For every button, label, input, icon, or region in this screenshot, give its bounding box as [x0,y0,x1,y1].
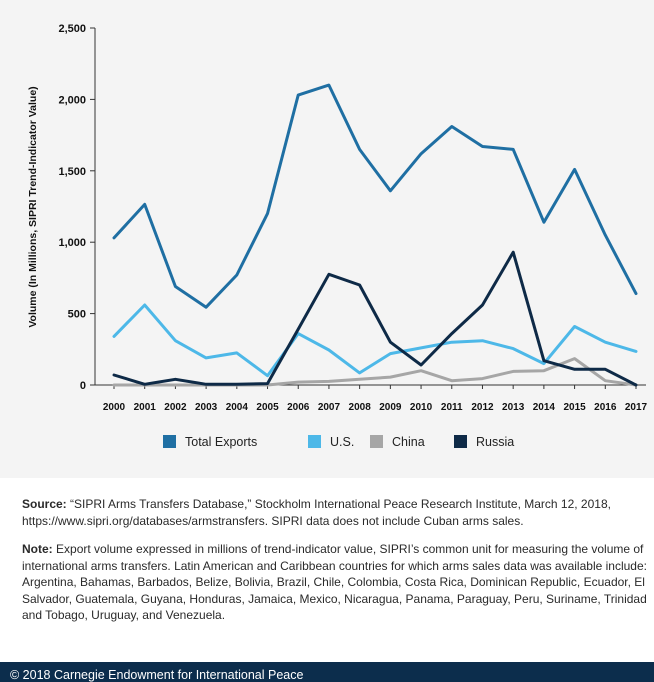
legend-label-u-s: U.S. [330,435,354,449]
legend-swatch-u-s [308,435,321,448]
y-axis-label: Volume (In Millions, SIPRI Trend-Indicat… [27,86,39,327]
x-tick-label: 2007 [318,402,341,413]
note-label: Note: [22,542,53,556]
x-tick-label: 2010 [410,402,433,413]
x-tick-label: 2005 [256,402,279,413]
legend-swatch-russia [454,435,467,448]
legend-label-china: China [392,435,425,449]
chart-area: 0 500 1,000 1,500 2,000 2,500 2000 2001 2002 2003… [0,0,654,478]
y-tick-label: 500 [68,309,86,321]
line-chart: 0 500 1,000 1,500 2,000 2,500 2000 2001 2002 2003… [27,23,648,449]
legend: Total Exports U.S. China Russia [163,435,514,449]
legend-label-russia: Russia [476,435,514,449]
source-label: Source: [22,497,67,511]
x-tick-label: 2003 [195,402,218,413]
legend-swatch-total-exports [163,435,176,448]
footer: © 2018 Carnegie Endowment for Internatio… [0,662,654,682]
x-tick-label: 2004 [226,402,249,413]
copyright-text: © 2018 Carnegie Endowment for Internatio… [10,668,304,682]
x-tick-label: 2016 [594,402,617,413]
source-text: “SIPRI Arms Transfers Database,” Stockho… [22,497,611,528]
x-tick-label: 2014 [533,402,556,413]
legend-swatch-china [370,435,383,448]
y-tick-label: 1,000 [58,237,86,249]
y-tick-label: 2,000 [58,94,86,106]
note-paragraph: Note: Export volume expressed in million… [22,541,652,624]
y-tick-label: 0 [80,380,86,392]
notes: Source: “SIPRI Arms Transfers Database,”… [22,496,652,636]
x-tick-label: 2002 [164,402,187,413]
y-tick-label: 1,500 [58,166,86,178]
x-tick-label: 2000 [103,402,126,413]
x-tick-label: 2011 [441,402,463,413]
source-note: Source: “SIPRI Arms Transfers Database,”… [22,496,652,529]
x-tick-label: 2001 [134,402,157,413]
series-line-u-s [112,303,638,378]
x-tick-label: 2017 [625,402,648,413]
series-line-russia [112,250,638,387]
x-tick-label: 2009 [379,402,402,413]
axes: 0 500 1,000 1,500 2,000 2,500 2000 2001 2002 2003… [58,23,647,413]
x-tick-label: 2015 [563,402,586,413]
x-tick-label: 2012 [471,402,494,413]
x-tick-label: 2013 [502,402,525,413]
series-line-total-exports [112,83,638,309]
series-layer [112,83,638,387]
x-tick-label: 2008 [349,402,372,413]
y-tick-label: 2,500 [58,23,86,35]
x-tick-label: 2006 [287,402,310,413]
note-text: Export volume expressed in millions of t… [22,542,647,622]
series-line-china [112,357,638,387]
legend-label-total-exports: Total Exports [185,435,257,449]
